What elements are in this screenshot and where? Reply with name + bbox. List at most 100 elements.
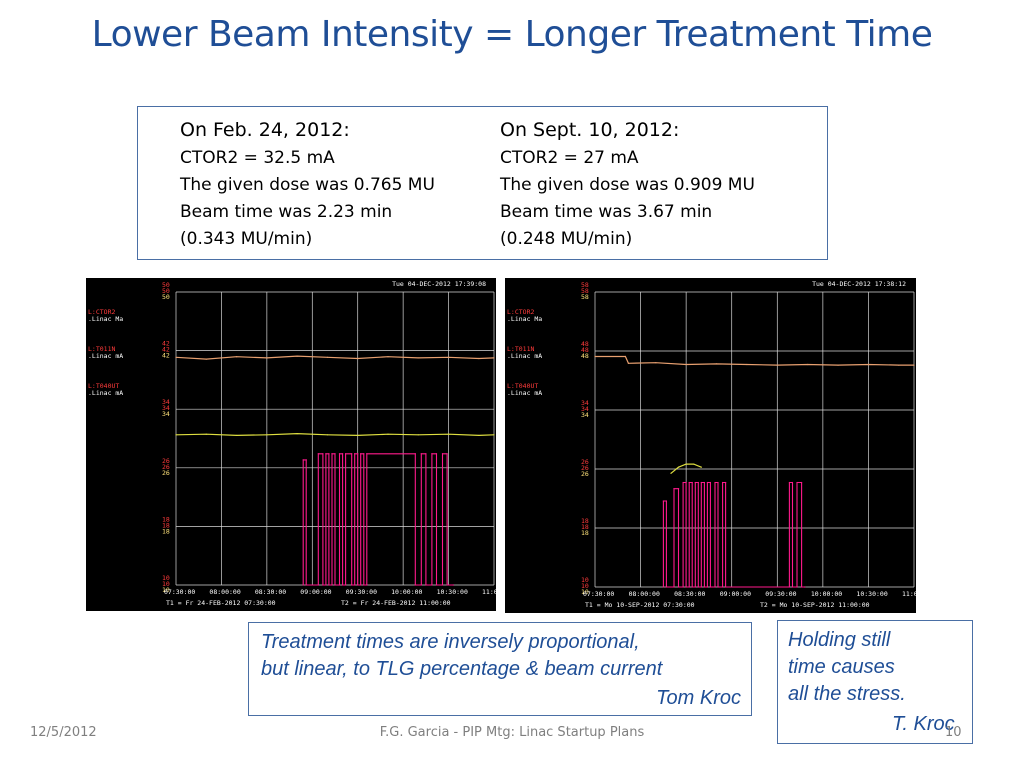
data-point <box>338 584 341 586</box>
data-point <box>360 584 362 586</box>
note-line: Holding still <box>788 629 891 651</box>
data-point <box>357 357 359 360</box>
y-tick-label: 18 <box>162 521 170 529</box>
t2-label: T2 = Fr 24-FEB-2012 11:00:00 <box>341 599 451 607</box>
t1-label: T1 = Mo 10-SEP-2012 07:30:00 <box>585 601 695 609</box>
data-point <box>431 584 433 586</box>
data-point <box>328 584 330 586</box>
data-point <box>717 586 719 588</box>
slide-title: Lower Beam Intensity = Longer Treatment … <box>91 14 933 55</box>
data-point <box>414 453 416 455</box>
comparison-left-heading: On Feb. 24, 2012: <box>180 119 350 141</box>
data-point <box>685 463 687 465</box>
comparison-right-line: The given dose was 0.909 MU <box>500 175 755 195</box>
data-point <box>435 453 438 455</box>
data-point <box>665 500 667 502</box>
data-point <box>688 481 690 484</box>
x-tick-label: 08:30:00 <box>255 588 286 596</box>
data-point <box>700 466 702 468</box>
y-tick-label: 26 <box>581 464 589 472</box>
data-point <box>334 453 336 455</box>
x-tick-label: 07:30:00 <box>164 588 195 596</box>
plot-sep-2012: Tue 04-DEC-2012 17:38:12 L:CTOR2 .Linac Ma… <box>505 278 916 613</box>
y-tick-label: 18 <box>581 517 589 525</box>
data-point <box>493 434 495 436</box>
x-tick-label: 11:00:0 <box>902 590 916 598</box>
data-point <box>694 481 696 484</box>
series-line <box>302 453 454 586</box>
data-point <box>431 453 433 455</box>
data-point <box>867 363 870 366</box>
note-box: Holding still time causes all the stress… <box>777 620 973 744</box>
y-tick-label: 58 <box>581 287 589 295</box>
quote-author: Tom Kroc <box>656 687 741 709</box>
data-point <box>685 481 687 484</box>
data-point <box>441 584 444 586</box>
y-tick-label: 18 <box>162 515 170 523</box>
data-point <box>354 584 356 586</box>
data-point <box>478 357 480 360</box>
data-point <box>804 586 806 588</box>
data-point <box>334 584 336 586</box>
data-point <box>331 453 333 455</box>
data-point <box>700 586 702 588</box>
y-tick-label: 50 <box>162 281 170 289</box>
data-point <box>414 584 416 586</box>
y-tick-label: 10 <box>581 576 589 584</box>
data-point <box>682 481 684 484</box>
data-point <box>714 481 716 484</box>
x-tick-label: 10:30:00 <box>856 590 887 598</box>
legend-unit: .Linac mA <box>88 389 123 397</box>
series-line <box>175 432 495 437</box>
comparison-left-line: The given dose was 0.765 MU <box>180 175 435 195</box>
data-point <box>673 586 675 588</box>
y-tick-label: 48 <box>581 340 589 348</box>
data-point <box>322 453 324 455</box>
data-point <box>913 364 915 366</box>
y-tick-label: 18 <box>162 527 170 535</box>
data-point <box>266 357 268 359</box>
data-point <box>357 453 359 455</box>
comparison-left-line: Beam time was 2.23 min <box>180 202 393 222</box>
x-tick-label: 09:30:00 <box>765 590 796 598</box>
data-point <box>703 586 705 588</box>
legend-name: L:T040UT <box>507 382 538 390</box>
data-point <box>447 356 450 358</box>
y-tick-label: 10 <box>162 580 170 588</box>
data-point <box>387 356 389 358</box>
footer-date: 12/5/2012 <box>30 725 97 740</box>
data-point <box>235 434 238 437</box>
data-point <box>706 481 709 484</box>
data-point <box>709 481 712 484</box>
data-point <box>697 481 699 484</box>
data-point <box>722 586 724 588</box>
note-line: time causes <box>788 656 895 678</box>
data-point <box>685 363 687 366</box>
data-point <box>446 584 448 586</box>
data-point <box>366 453 368 455</box>
y-tick-label: 34 <box>162 410 170 418</box>
data-point <box>722 481 724 484</box>
data-point <box>325 453 327 455</box>
data-point <box>706 586 709 588</box>
data-point <box>717 481 719 484</box>
data-point <box>685 586 687 588</box>
t1-label: T1 = Fr 24-FEB-2012 07:30:00 <box>166 599 276 607</box>
y-tick-label: 26 <box>581 458 589 466</box>
y-tick-label: 10 <box>581 582 589 590</box>
data-point <box>331 584 333 586</box>
y-tick-label: 26 <box>162 469 170 477</box>
data-point <box>725 586 727 588</box>
comparison-box: On Feb. 24, 2012: CTOR2 = 32.5 mA The gi… <box>137 106 828 260</box>
data-point <box>351 453 353 455</box>
data-point <box>788 586 791 588</box>
data-point <box>697 586 699 588</box>
data-point <box>363 584 365 586</box>
data-point <box>677 466 680 468</box>
data-point <box>796 586 798 588</box>
data-point <box>791 586 794 588</box>
data-point <box>627 362 630 364</box>
legend-name: L:T011N <box>507 345 534 353</box>
data-point <box>357 584 359 586</box>
data-point <box>366 584 368 586</box>
